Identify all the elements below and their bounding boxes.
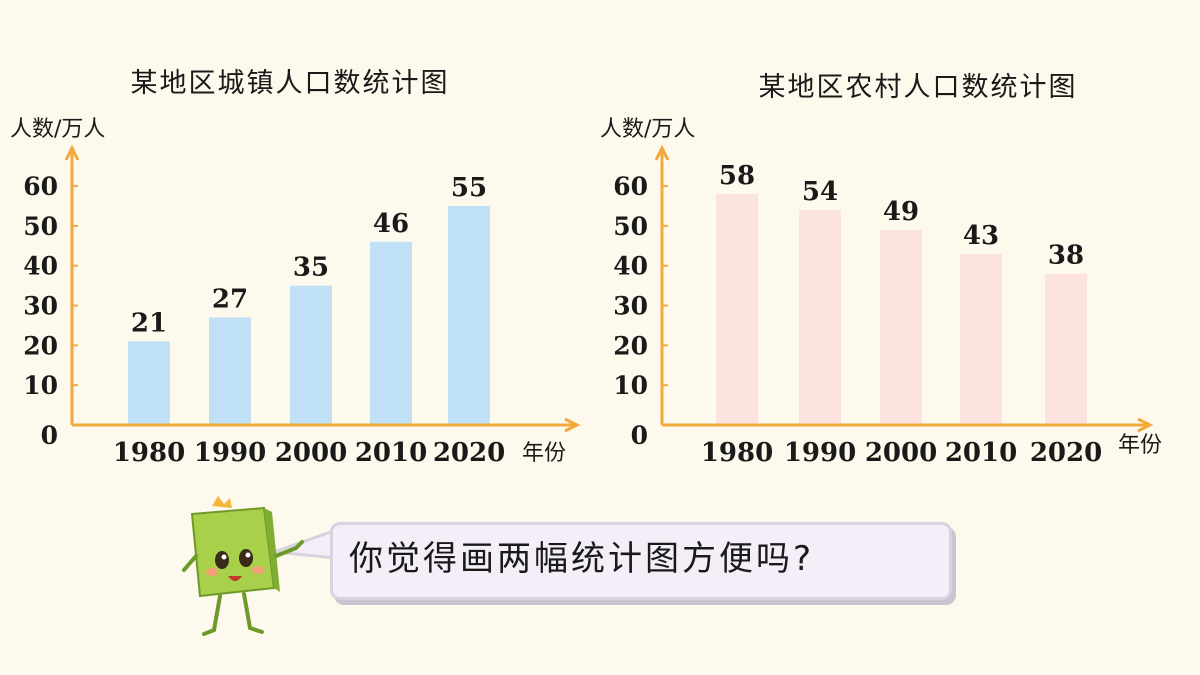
- chart-rural-y-tick-label: 20: [613, 331, 648, 360]
- chart-rural-data-label: 38: [1048, 241, 1084, 271]
- chart-rural-data-label: 54: [802, 177, 838, 207]
- chart-rural-bar: [880, 229, 922, 424]
- chart-rural-y-axis-arrow: [654, 144, 670, 161]
- chart-urban-data-label: 27: [212, 284, 248, 314]
- chart-rural-data-label: 49: [883, 197, 919, 227]
- chart-rural-bar: [799, 209, 841, 424]
- chart-urban-data-label: 46: [373, 209, 409, 239]
- speech-text: 你觉得画两幅统计图方便吗?: [349, 539, 815, 579]
- chart-rural-data-label: 43: [963, 221, 999, 251]
- chart-urban-data-label: 35: [293, 253, 329, 283]
- chart-rural-y-tick-label: 40: [613, 252, 648, 281]
- chart-urban-y-tick-label: 30: [23, 292, 58, 321]
- chart-rural-title: 某地区农村人口数统计图: [759, 72, 1078, 103]
- chart-urban-data-label: 55: [451, 173, 487, 203]
- chart-urban-y-tick-label: 10: [23, 371, 58, 400]
- chart-urban-x-tick-label: 1980: [113, 438, 185, 468]
- chart-rural-y-tick-label: 0: [631, 421, 648, 450]
- chart-urban-x-axis-label: 年份: [522, 441, 566, 466]
- chart-urban-title: 某地区城镇人口数统计图: [131, 68, 450, 99]
- chart-rural-x-axis-label: 年份: [1118, 433, 1162, 458]
- chart-urban-bar: [448, 206, 490, 424]
- chart-rural-y-tick-label: 60: [613, 172, 648, 201]
- chart-urban-x-tick-label: 1990: [194, 438, 266, 468]
- chart-urban-bar: [209, 317, 251, 424]
- chart-rural-y-tick-label: 10: [613, 371, 648, 400]
- chart-urban-y-axis-arrow: [64, 144, 80, 161]
- chart-urban-y-tick-label: 40: [23, 252, 58, 281]
- chart-rural-x-axis-arrow: [1137, 417, 1154, 433]
- chart-urban-bar: [128, 341, 170, 424]
- chart-rural-data-label: 58: [719, 161, 755, 191]
- chart-rural-x-tick-label: 2000: [865, 438, 937, 468]
- chart-rural-y-tick-label: 30: [613, 292, 648, 321]
- chart-rural-x-tick-label: 2010: [945, 438, 1017, 468]
- chart-urban-y-tick-label: 20: [23, 331, 58, 360]
- chart-urban-y-axis-label: 人数/万人: [10, 117, 105, 142]
- chart-urban-x-tick-label: 2020: [433, 438, 505, 468]
- chart-urban-bar: [290, 285, 332, 424]
- chart-urban-data-label: 21: [131, 308, 167, 338]
- speech-bubble: 你觉得画两幅统计图方便吗?: [330, 522, 952, 600]
- chart-urban-x-axis-arrow: [564, 417, 581, 433]
- chart-urban-x-tick-label: 2010: [355, 438, 427, 468]
- chart-rural-bar: [1045, 273, 1087, 424]
- chart-rural-y-tick-label: 50: [613, 212, 648, 241]
- chart-rural-bar: [716, 194, 758, 424]
- chart-urban-y-tick-label: 60: [23, 172, 58, 201]
- chart-rural-y-axis-label: 人数/万人: [600, 117, 695, 142]
- chart-urban-bar: [370, 241, 412, 424]
- chart-urban-y-tick-label: 0: [41, 421, 58, 450]
- chart-rural-bar: [960, 253, 1002, 424]
- chart-rural-x-tick-label: 1980: [701, 438, 773, 468]
- book-mascot-icon: [182, 496, 304, 636]
- chart-rural-x-tick-label: 2020: [1030, 438, 1102, 468]
- chart-urban-x-tick-label: 2000: [275, 438, 347, 468]
- chart-urban-y-tick-label: 50: [23, 212, 58, 241]
- chart-rural-x-tick-label: 1990: [784, 438, 856, 468]
